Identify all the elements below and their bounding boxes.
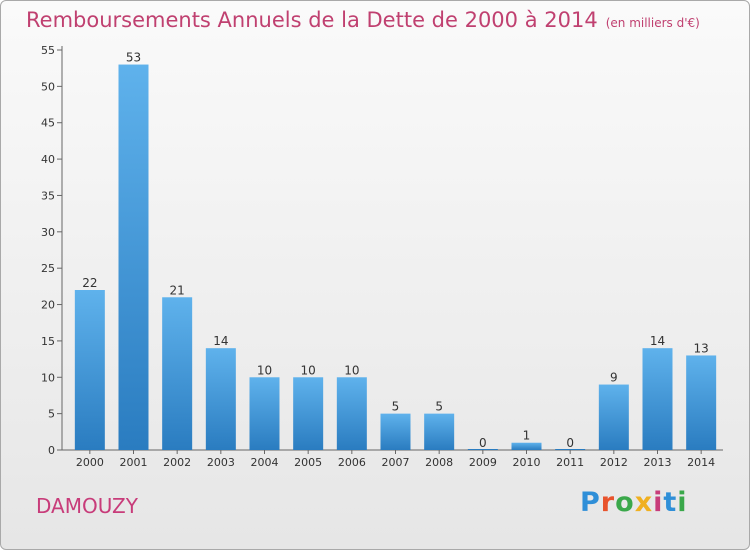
bar-2012: [598, 384, 629, 450]
y-tick-label: 35: [41, 189, 55, 202]
value-label-2005: 10: [301, 363, 316, 377]
bar-2010: [511, 442, 542, 450]
value-label-2001: 53: [126, 51, 141, 65]
bar-2008: [424, 413, 455, 450]
x-tick-label-2001: 2001: [120, 456, 148, 469]
y-tick-label: 20: [41, 299, 55, 312]
value-label-2010: 1: [523, 429, 531, 443]
value-label-2011: 0: [566, 436, 574, 450]
y-tick-label: 50: [41, 80, 55, 93]
bar-2013: [642, 348, 673, 450]
x-tick-label-2004: 2004: [251, 456, 279, 469]
x-tick-label-2008: 2008: [425, 456, 453, 469]
logo-letter: i: [677, 487, 688, 518]
value-label-2013: 14: [650, 334, 665, 348]
chart-unit: (en milliers d'€): [605, 16, 700, 30]
value-label-2006: 10: [344, 363, 359, 377]
y-tick-label: 15: [41, 335, 55, 348]
value-label-2007: 5: [392, 400, 400, 414]
bar-2001: [118, 64, 149, 450]
y-tick-label: 40: [41, 153, 55, 166]
y-tick-label: 5: [48, 408, 55, 421]
y-tick-label: 10: [41, 371, 55, 384]
value-label-2000: 22: [82, 276, 97, 290]
x-tick-label-2009: 2009: [469, 456, 497, 469]
x-tick-label-2002: 2002: [163, 456, 191, 469]
bar-2000: [74, 290, 105, 450]
logo-letter: x: [634, 487, 654, 518]
bar-2014: [686, 355, 717, 450]
value-label-2008: 5: [435, 400, 443, 414]
value-label-2004: 10: [257, 363, 272, 377]
x-tick-label-2013: 2013: [644, 456, 672, 469]
chart-title: Remboursements Annuels de la Dette de 20…: [26, 8, 700, 32]
y-tick-label: 45: [41, 117, 55, 130]
bar-2002: [162, 297, 193, 450]
x-tick-label-2011: 2011: [556, 456, 584, 469]
y-tick-label: 30: [41, 226, 55, 239]
x-tick-label-2007: 2007: [382, 456, 410, 469]
value-label-2009: 0: [479, 436, 487, 450]
bar-2005: [293, 377, 324, 450]
value-label-2012: 9: [610, 371, 618, 385]
x-tick-label-2000: 2000: [76, 456, 104, 469]
bar-2004: [249, 377, 280, 450]
bars: 2220005320012120021420031020041020051020…: [74, 51, 717, 469]
logo-letter: i: [653, 487, 664, 518]
bar-2011: [555, 449, 586, 450]
logo-letter: r: [600, 487, 616, 518]
logo-letter: o: [615, 487, 635, 518]
value-label-2014: 13: [694, 341, 709, 355]
x-tick-label-2014: 2014: [687, 456, 715, 469]
y-tick-label: 55: [41, 44, 55, 57]
x-tick-label-2005: 2005: [294, 456, 322, 469]
proxiti-logo: Proxiti: [580, 487, 688, 518]
y-tick-label: 0: [48, 444, 55, 457]
logo-letter: t: [663, 487, 678, 518]
value-label-2002: 21: [170, 283, 185, 297]
bar-2007: [380, 413, 411, 450]
x-tick-label-2003: 2003: [207, 456, 235, 469]
chart-title-text: Remboursements Annuels de la Dette de 20…: [26, 8, 598, 32]
town-name: DAMOUZY: [36, 494, 138, 518]
bar-2006: [336, 377, 367, 450]
bar-2009: [467, 449, 498, 450]
value-label-2003: 14: [213, 334, 228, 348]
x-tick-label-2010: 2010: [513, 456, 541, 469]
y-tick-label: 25: [41, 262, 55, 275]
x-tick-label-2006: 2006: [338, 456, 366, 469]
logo-letter: P: [580, 487, 601, 518]
x-tick-label-2012: 2012: [600, 456, 628, 469]
bar-2003: [205, 348, 236, 450]
